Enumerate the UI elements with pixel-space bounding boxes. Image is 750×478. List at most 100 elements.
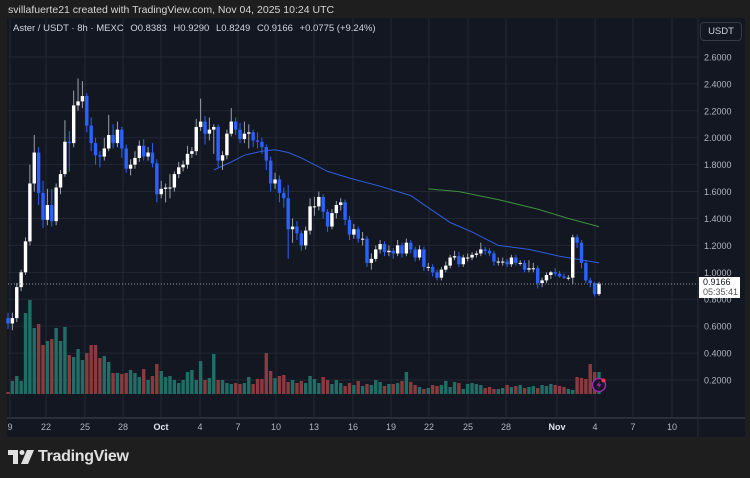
time-tick-label: 22	[41, 422, 51, 432]
candle-body	[63, 141, 67, 175]
volume-bar	[251, 384, 255, 394]
price-tick-label: 0.4000	[704, 349, 732, 359]
volume-bar	[159, 371, 163, 394]
price-change: +0.0775 (+9.24%)	[299, 23, 376, 34]
candle-body	[571, 237, 575, 278]
volume-bar	[571, 390, 575, 394]
time-axis[interactable]: 9 22 25 28 Oct 4 7 10 13 16 19 22 25 28 Nov 4 7 10	[7, 422, 677, 432]
volume-bar	[45, 341, 50, 394]
candle-body	[93, 143, 98, 156]
volume-bar	[527, 387, 531, 394]
volume-bar	[426, 388, 430, 394]
candles	[6, 78, 601, 331]
volume-bar	[19, 381, 23, 394]
volume-bar	[339, 383, 343, 394]
volume-bar	[220, 380, 225, 394]
candle-body	[430, 266, 435, 273]
currency-button[interactable]: USDT	[700, 22, 742, 41]
price-tick-label: 0.2000	[704, 376, 732, 386]
price-tick-label: 1.2000	[704, 241, 732, 251]
candle-body	[540, 280, 544, 284]
candle-body	[409, 242, 413, 250]
candle-body	[133, 157, 137, 165]
volume-bar	[102, 356, 107, 394]
candle-body	[260, 141, 264, 148]
candle-body	[352, 229, 356, 235]
volume-bar	[312, 379, 317, 394]
moving-averages	[213, 149, 600, 264]
volume-bar	[562, 387, 566, 394]
symbol-legend[interactable]: Aster / USDT · 8h · MEXC O0.8383 H0.9290…	[13, 23, 380, 34]
volume-bar	[36, 324, 41, 394]
volume-bar	[63, 327, 67, 394]
volume-bar	[264, 353, 268, 394]
candle-body	[89, 125, 93, 144]
volume-bar	[413, 385, 417, 394]
candle-body	[282, 192, 286, 199]
candle-body	[470, 254, 474, 258]
candle-body	[23, 241, 28, 273]
time-tick-label: 7	[235, 422, 240, 432]
volume-bar	[216, 380, 220, 394]
candle-body	[387, 250, 391, 253]
candle-body	[10, 318, 15, 324]
candle-body	[435, 272, 439, 278]
candle-body	[518, 262, 522, 264]
tradingview-logo[interactable]: TradingView	[8, 448, 129, 466]
volume-bar	[133, 373, 137, 394]
lightning-bolt-icon[interactable]	[591, 377, 607, 393]
volume-bar	[190, 370, 194, 394]
volume-bar	[457, 383, 461, 394]
candle-body	[584, 262, 588, 281]
volume-bar	[505, 385, 509, 394]
grid	[8, 18, 698, 418]
candle-body	[514, 257, 518, 263]
candle-body	[360, 238, 365, 240]
candle-body	[391, 250, 395, 254]
volume-bar	[553, 385, 557, 394]
volume-bar	[400, 381, 404, 394]
volume-bar	[50, 339, 54, 394]
volume-bar	[146, 380, 150, 394]
candle-body	[496, 261, 501, 263]
moving-average-fast	[213, 149, 600, 264]
price-tick-label: 2.4000	[704, 79, 732, 89]
candle-body	[312, 206, 317, 208]
time-tick-label: 4	[592, 422, 597, 432]
volume-bar	[128, 370, 133, 394]
candle-body	[159, 188, 163, 195]
price-axis[interactable]: 2.6000 2.4000 2.2000 2.0000 1.8000 1.6000 1.40…	[704, 52, 732, 385]
volume-bar	[500, 388, 505, 394]
volume-bar	[549, 384, 553, 394]
volume-bar	[207, 378, 212, 394]
candle-body	[339, 202, 343, 206]
chart-credit: svillafuerte21 created with TradingView.…	[8, 4, 335, 16]
time-tick-label: Oct	[153, 422, 168, 432]
candle-body	[422, 249, 426, 267]
candle-body	[299, 233, 304, 246]
candle-body	[439, 269, 444, 278]
candle-body	[400, 245, 404, 254]
candle-body	[452, 256, 457, 258]
candle-body	[575, 237, 579, 243]
candle-body	[404, 242, 409, 254]
volume-bar	[365, 384, 369, 394]
volume-bar	[260, 379, 264, 394]
volume-bar	[203, 380, 207, 394]
volume-bar	[80, 360, 85, 394]
candle-body	[317, 196, 321, 207]
chart-panel[interactable]	[7, 18, 745, 437]
volume-bar	[352, 385, 356, 394]
time-tick-label: 13	[309, 422, 319, 432]
candle-body	[549, 272, 553, 276]
candle-body	[325, 211, 330, 227]
candle-body	[36, 152, 41, 193]
volume-bar	[395, 383, 400, 394]
candle-body	[566, 277, 571, 279]
candle-body	[395, 245, 400, 254]
candle-body	[203, 121, 207, 134]
volume-bar	[492, 389, 496, 394]
volume-bar	[452, 382, 457, 394]
volume-bar	[343, 386, 347, 394]
